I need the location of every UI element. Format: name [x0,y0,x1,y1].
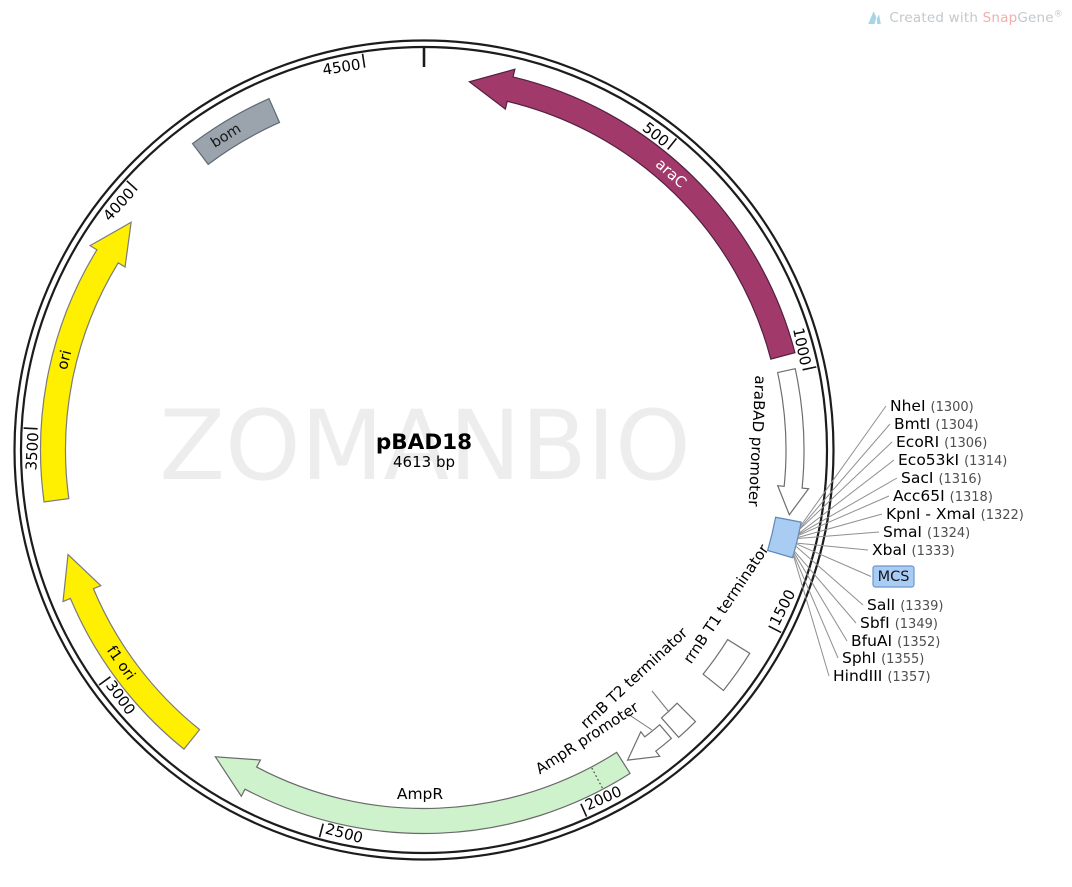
enzyme-label-KpnI-XmaI[interactable]: KpnI - XmaI (1322) [886,505,1024,523]
feature-AmpR[interactable] [214,751,631,835]
feature-label-araBAD-promoter: araBAD promoter [745,375,770,508]
credit-registered: ® [1053,9,1063,19]
enzyme-leader-line-SalI [795,545,864,606]
tick-500 [667,137,678,150]
credit-prefix: Created with [889,9,983,26]
enzyme-label-EcoRI[interactable]: EcoRI (1306) [896,433,987,451]
plasmid-size-label: 4613 bp [393,453,455,471]
enzyme-leader-line-HindIII [792,555,830,677]
credit-brand-snap: Snap [982,9,1018,26]
tick-3500 [23,427,38,430]
tick-4500 [361,53,366,68]
mcs-tag-box[interactable] [872,565,915,588]
tick-1500 [768,625,782,634]
enzyme-label-SphI[interactable]: SphI (1355) [842,649,924,667]
enzyme-label-BfuAI[interactable]: BfuAI (1352) [851,632,940,650]
enzyme-leader-line-EcoRI [799,441,893,530]
enzyme-leader-line-SphI [793,554,839,659]
feature-leader-rrnB-T2-terminator [651,690,670,713]
feature-MCS[interactable] [766,516,802,559]
enzyme-leader-line-XbaI [796,542,869,551]
plasmid-title: pBAD18 [376,430,472,455]
feature-rrnB-T1-terminator[interactable] [702,638,751,692]
feature-label-ori: ori [53,348,75,371]
feature-bom[interactable] [191,97,281,166]
feature-leader-AmpR-promoter [627,713,653,731]
enzyme-label-NheI[interactable]: NheI (1300) [890,397,974,415]
mcs-tag-label[interactable]: MCS [878,569,910,585]
credit-brand-gene: Gene [1017,9,1054,26]
enzyme-label-Acc65I[interactable]: Acc65I (1318) [893,487,993,505]
enzyme-label-XbaI[interactable]: XbaI (1333) [872,541,955,559]
enzyme-leader-line-BfuAI [793,552,848,642]
enzyme-leader-line-BmtI [799,423,891,529]
credit-text: Created with SnapGene® [889,10,1063,26]
enzyme-label-SacI[interactable]: SacI (1316) [901,469,982,487]
enzyme-leader-line-SbfI [794,550,857,624]
snapgene-credit: Created with SnapGene® [866,9,1063,26]
enzyme-leader-line-KpnI-XmaI [797,513,883,538]
enzyme-label-SbfI[interactable]: SbfI (1349) [860,614,938,632]
feature-label-AmpR: AmpR [397,785,444,803]
enzyme-label-HindIII[interactable]: HindIII (1357) [833,667,931,685]
backbone-outer-ring [13,39,835,861]
tick-3000 [98,676,111,686]
mcs-leader-line [797,543,872,577]
enzyme-label-Eco53kI[interactable]: Eco53kI (1314) [898,451,1007,469]
watermark: ZOMANBIO [159,390,690,502]
tick-label-4500: 4500 [321,55,361,79]
enzyme-label-SmaI[interactable]: SmaI (1324) [883,523,970,541]
enzyme-leader-line-SacI [798,477,898,535]
tick-1000 [802,366,817,371]
enzyme-label-SalI[interactable]: SalI (1339) [867,596,943,614]
feature-AmpR-promoter[interactable] [626,723,673,761]
feature-araBAD-promoter[interactable] [776,368,810,516]
tick-label-3500: 3500 [22,432,42,471]
feature-araC[interactable] [468,68,796,360]
enzyme-leader-line-SmaI [797,531,880,540]
enzyme-leader-line-NheI [799,405,887,527]
enzyme-leader-line-Acc65I [798,495,890,536]
enzyme-label-BmtI[interactable]: BmtI (1304) [894,415,979,433]
snapgene-logo-icon [868,11,882,24]
feature-rrnB-T2-terminator[interactable] [660,702,697,739]
tick-2500 [318,823,324,838]
tick-4000 [126,180,138,191]
tick-2000 [580,803,588,817]
enzyme-leader-line-Eco53kI [798,459,895,534]
feature-f1-ori[interactable] [62,553,201,750]
feature-ori[interactable] [39,221,132,503]
